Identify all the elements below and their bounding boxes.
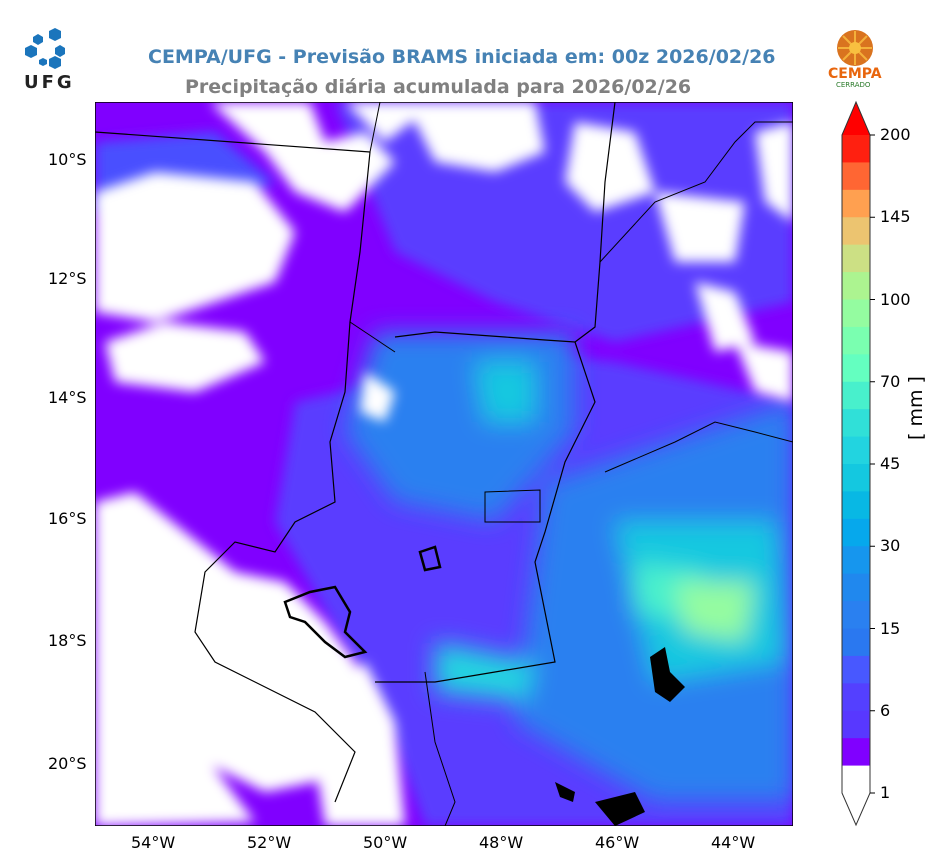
lat-tick: 12°S <box>48 269 87 288</box>
colorbar-segment <box>842 655 870 684</box>
lon-tick: 52°W <box>247 833 292 852</box>
colorbar-segment <box>842 738 870 767</box>
colorbar-segment <box>842 710 870 739</box>
colorbar-tick: 6 <box>880 700 891 720</box>
colorbar-segment <box>842 683 870 712</box>
lat-tick: 10°S <box>48 150 87 169</box>
lakes <box>283 545 442 659</box>
lon-tick: 54°W <box>131 833 176 852</box>
chart-subtitle: Precipitação diária acumulada para 2026/… <box>185 76 692 98</box>
colorbar-tick: 200 <box>880 125 911 144</box>
colorbar-segment <box>842 217 870 246</box>
colorbar-segment <box>842 326 870 355</box>
lat-tick: 18°S <box>48 631 87 650</box>
lon-tick: 44°W <box>711 833 756 852</box>
colorbar-segment <box>842 573 870 602</box>
lat-tick: 20°S <box>48 754 87 773</box>
lat-tick: 16°S <box>48 509 87 528</box>
colorbar-segment <box>842 436 870 465</box>
cempa-logo-text: CEMPA <box>828 66 882 82</box>
cempa-logo-subtext: CERRADO <box>836 81 871 89</box>
colorbar-segment <box>842 354 870 383</box>
colorbar-extend-min <box>842 793 870 825</box>
colorbar-segment <box>842 189 870 218</box>
lon-tick: 46°W <box>595 833 640 852</box>
colorbar-segment <box>842 518 870 547</box>
colorbar-segment <box>842 244 870 273</box>
colorbar-segment <box>842 135 870 163</box>
colorbar-unit-label: [ mm ] <box>905 376 927 440</box>
cempa-logo-icon <box>837 30 873 66</box>
ufg-logo-icon <box>25 28 65 69</box>
colorbar-segment <box>842 464 870 492</box>
colorbar-segment <box>842 546 870 575</box>
state-borders <box>95 102 793 826</box>
lat-tick: 14°S <box>48 388 87 407</box>
colorbar-segment <box>842 299 870 328</box>
colorbar-tick: 145 <box>880 207 911 227</box>
colorbar-tick: 70 <box>880 371 901 391</box>
colorbar-segment <box>842 491 870 520</box>
ufg-logo-text: UFG <box>24 72 75 93</box>
colorbar-tick: 30 <box>880 536 901 556</box>
colorbar-segment <box>842 162 870 191</box>
colorbar-tick: 45 <box>880 454 901 473</box>
lon-tick: 50°W <box>363 833 408 852</box>
colorbar-segment <box>842 628 870 657</box>
colorbar <box>841 100 875 827</box>
colorbar-segment <box>842 272 870 300</box>
dark-features <box>555 647 685 826</box>
moderate-precip-areas <box>345 332 793 802</box>
colorbar-segment <box>842 409 870 438</box>
colorbar-segment <box>842 765 870 794</box>
chart-title: CEMPA/UFG - Previsão BRAMS iniciada em: … <box>148 46 776 68</box>
colorbar-extend-max <box>842 102 870 135</box>
colorbar-tick: 15 <box>880 618 901 638</box>
colorbar-segment <box>842 381 870 410</box>
lon-tick: 48°W <box>479 833 524 852</box>
precipitation-map <box>95 102 793 826</box>
no-precip-areas <box>95 102 793 826</box>
colorbar-tick: 100 <box>880 289 911 309</box>
colorbar-tick: 1 <box>880 783 891 802</box>
colorbar-segment <box>842 601 870 629</box>
